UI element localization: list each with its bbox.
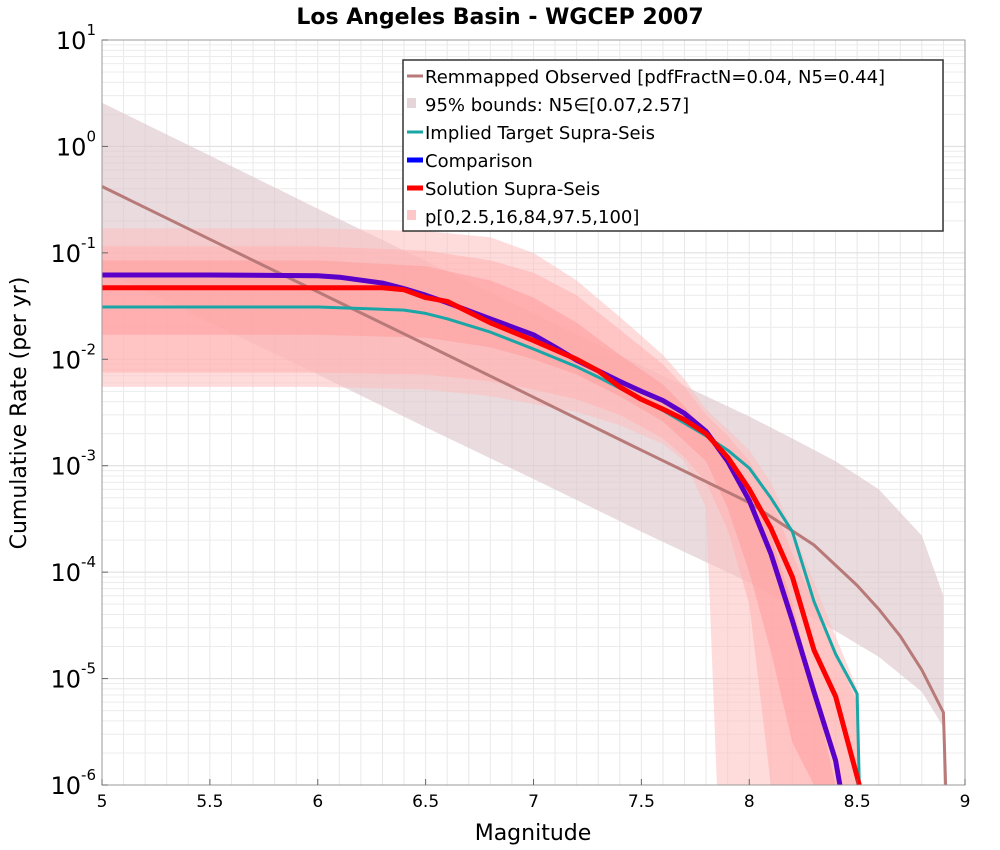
x-tick-label: 7.5: [628, 792, 655, 812]
legend-label: Comparison: [425, 151, 533, 172]
x-tick-label: 5.5: [196, 792, 223, 812]
y-tick-label: 101: [56, 21, 96, 55]
x-tick-label: 8.5: [844, 792, 871, 812]
y-tick-label: 10-1: [50, 234, 96, 268]
legend-label: Remmapped Observed [pdfFractN=0.04, N5=0…: [425, 67, 885, 88]
legend-label: 95% bounds: N5∈[0.07,2.57]: [425, 95, 689, 116]
legend-swatch: [407, 210, 416, 220]
series-line-0: [101, 185, 948, 786]
legend-label: Solution Supra-Seis: [425, 179, 600, 200]
y-axis-label: Cumulative Rate (per yr): [7, 277, 32, 550]
axes: 5 5.5 6 6.5 7 7.5 8 8.5 9 10-6 10-5 10-4 10-3 10-2 10-…: [50, 21, 970, 812]
legend: Remmapped Observed [pdfFractN=0.04, N5=0…: [402, 59, 944, 232]
y-tick-label: 10-6: [50, 766, 96, 800]
y-tick-label: 10-4: [50, 553, 96, 587]
series-line-3: [102, 285, 862, 786]
x-tick-label: 6: [312, 792, 323, 812]
x-tick-label: 5: [97, 792, 108, 812]
legend-swatch: [407, 98, 416, 108]
series-lines: [101, 185, 948, 786]
band-2: [102, 246, 858, 785]
x-tick-label: 6.5: [412, 792, 439, 812]
series-line-1: [102, 305, 861, 786]
chart-title: Los Angeles Basin - WGCEP 2007: [296, 5, 703, 30]
band-3: [102, 260, 836, 785]
y-tick-label: 10-3: [50, 447, 96, 481]
legend-label: Implied Target Supra-Seis: [425, 123, 655, 144]
x-tick-label: 9: [960, 792, 971, 812]
y-tick-label: 10-5: [50, 660, 96, 694]
y-tick-label: 10-2: [50, 340, 96, 374]
legend-box: [402, 59, 944, 232]
legend-label: p[0,2.5,16,84,97.5,100]: [425, 207, 639, 228]
x-tick-label: 8: [744, 792, 755, 812]
percentile-bands: [102, 102, 944, 786]
x-axis-label: Magnitude: [475, 821, 592, 846]
y-tick-label: 100: [56, 127, 96, 161]
x-tick-label: 7: [528, 792, 539, 812]
